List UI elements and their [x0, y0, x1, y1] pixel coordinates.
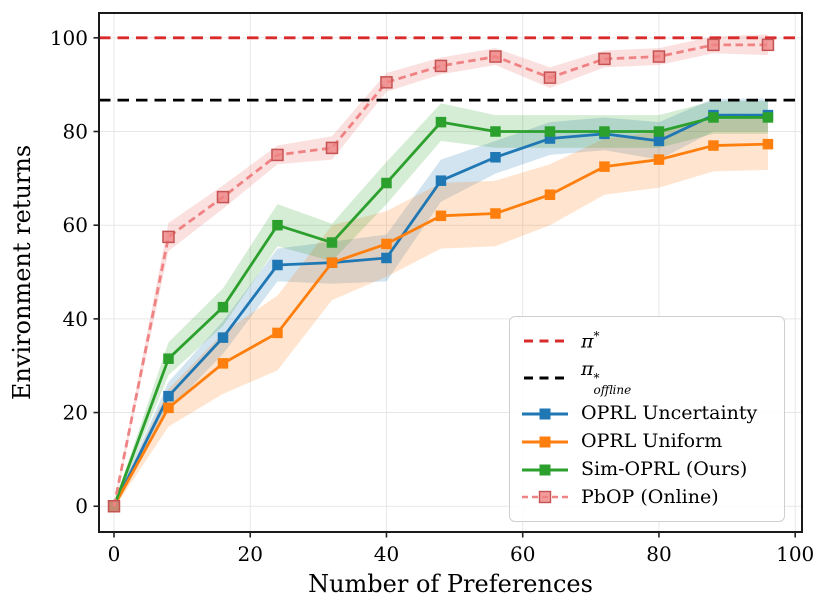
legend-sample-pi-star-offline-icon [524, 376, 566, 380]
legend-sample-sim-oprl-icon [522, 464, 568, 476]
offline-subscript: offline [593, 382, 632, 397]
x-tick-label: 40 [374, 542, 399, 566]
y-tick-label: 100 [50, 26, 88, 50]
y-tick-label: 80 [63, 120, 88, 144]
series-markers-pbop-online [107, 38, 775, 513]
x-axis: 0 20 40 60 80 100 [108, 532, 814, 566]
x-tick-label: 0 [108, 542, 121, 566]
series-markers-sim-oprl-ours [108, 112, 774, 512]
legend-label-pbop: PbOP (Online) [581, 486, 719, 509]
pi-star-superscript: * [593, 329, 600, 344]
x-tick-label: 60 [510, 542, 535, 566]
pi-symbol: π [581, 358, 594, 381]
legend-label-sim-oprl: Sim-OPRL (Ours) [581, 458, 748, 481]
legend-item-pbop: PbOP (Online) [522, 487, 772, 508]
legend-item-sim-oprl: Sim-OPRL (Ours) [522, 459, 772, 480]
pi-star-superscript: * [593, 371, 600, 386]
legend-sample-pi-star-icon [524, 339, 566, 343]
x-tick-label: 80 [646, 542, 671, 566]
legend-label-oprl-uniform: OPRL Uniform [581, 430, 723, 453]
legend-item-oprl-uncertainty: OPRL Uncertainty [522, 403, 772, 424]
y-tick-label: 0 [75, 494, 88, 518]
y-tick-label: 20 [63, 401, 88, 425]
legend-item-oprl-uniform: OPRL Uniform [522, 431, 772, 452]
legend-sample-pbop-icon [522, 491, 568, 504]
pi-symbol: π [581, 330, 594, 353]
y-tick-label: 60 [63, 213, 88, 237]
legend-item-pi-star: π* [522, 329, 772, 353]
y-axis: 0 20 40 60 80 100 [50, 26, 99, 518]
y-tick-label: 40 [63, 307, 88, 331]
x-axis-label: Number of Preferences [308, 570, 593, 598]
plot-border [98, 12, 803, 533]
x-tick-label: 100 [776, 542, 814, 566]
legend-sample-oprl-uncertainty-icon [522, 408, 568, 420]
y-axis-label: Environment returns [8, 145, 36, 400]
legend-item-pi-star-offline: π * offline [522, 359, 772, 396]
legend-label-oprl-uncertainty: OPRL Uncertainty [581, 402, 758, 425]
legend-label-pi-star-offline: π * offline [581, 359, 631, 396]
legend-label-pi-star: π* [581, 329, 600, 353]
legend-sample-oprl-uniform-icon [522, 436, 568, 448]
legend: π* π * offline OPRL Uncertainty OPRL Unifo… [509, 316, 785, 522]
x-tick-label: 20 [238, 542, 263, 566]
